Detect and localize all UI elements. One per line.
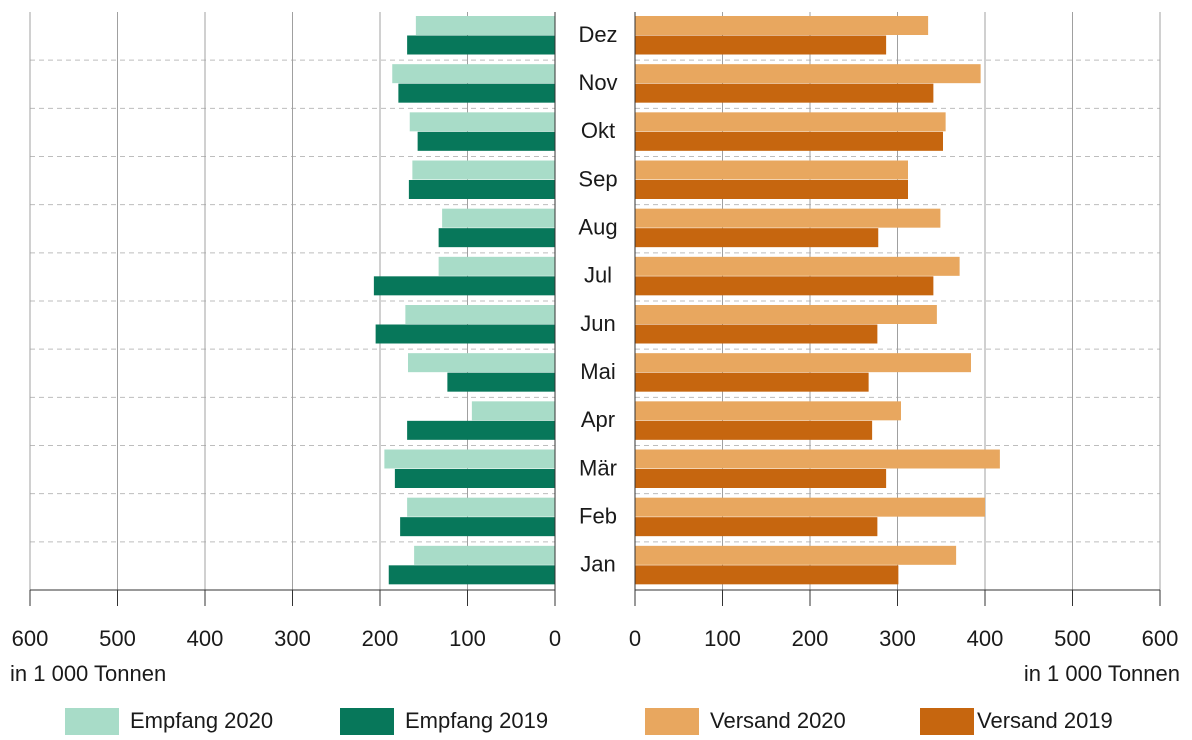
x-tick-label: 100: [704, 626, 741, 651]
bar: [414, 545, 555, 565]
bar: [407, 35, 555, 55]
bar: [635, 160, 908, 180]
bar: [635, 228, 879, 248]
bar: [635, 565, 899, 585]
bar: [635, 449, 1000, 469]
bar: [635, 469, 887, 488]
category-label: Jan: [580, 552, 615, 577]
bar: [635, 497, 985, 517]
x-tick-label: 500: [99, 626, 136, 651]
bar: [398, 83, 555, 103]
bar: [635, 545, 957, 565]
legend-swatch: [65, 708, 119, 735]
legend-label: Versand 2019: [977, 708, 1113, 733]
legend-label: Empfang 2020: [130, 708, 273, 733]
category-label: Mai: [580, 359, 615, 384]
bar: [407, 420, 555, 440]
legend-swatch: [340, 708, 394, 735]
bar: [635, 208, 941, 228]
bar: [635, 324, 878, 344]
bar: [447, 372, 555, 392]
bar: [394, 469, 555, 488]
x-tick-label: 300: [879, 626, 916, 651]
category-label: Nov: [578, 70, 617, 95]
bar: [635, 372, 869, 392]
bar: [635, 180, 908, 199]
bar: [635, 112, 946, 132]
category-label: Okt: [581, 118, 615, 143]
category-label: Jun: [580, 311, 615, 336]
category-label: Jul: [584, 263, 612, 288]
bar: [635, 64, 981, 84]
bar: [373, 276, 555, 296]
bar: [635, 131, 943, 151]
legend-swatch: [645, 708, 699, 735]
bar: [438, 228, 555, 248]
bar: [412, 160, 555, 180]
bar: [417, 131, 555, 151]
legend-label: Versand 2020: [710, 708, 846, 733]
x-tick-label: 200: [362, 626, 399, 651]
bar: [635, 517, 878, 537]
legend-label: Empfang 2019: [405, 708, 548, 733]
bar: [384, 449, 555, 469]
bar: [635, 420, 873, 440]
bar: [409, 112, 555, 132]
bar: [471, 401, 555, 421]
bar: [415, 16, 555, 35]
legend-swatch: [920, 708, 974, 735]
bar: [375, 324, 555, 344]
bar: [635, 83, 934, 103]
x-tick-label: 600: [1142, 626, 1179, 651]
x-tick-label: 100: [449, 626, 486, 651]
bar: [405, 305, 555, 324]
x-tick-label: 0: [549, 626, 561, 651]
bar: [392, 64, 555, 84]
bar: [438, 256, 555, 276]
x-tick-label: 300: [274, 626, 311, 651]
category-label: Aug: [578, 215, 617, 240]
bar: [635, 305, 937, 324]
category-label: Mär: [579, 455, 617, 480]
bar: [635, 353, 971, 373]
bar: [635, 35, 887, 55]
x-axis-label: in 1 000 Tonnen: [10, 661, 166, 686]
x-tick-label: 600: [12, 626, 49, 651]
category-label: Dez: [578, 22, 617, 47]
x-tick-label: 400: [967, 626, 1004, 651]
x-tick-label: 200: [792, 626, 829, 651]
x-tick-label: 400: [187, 626, 224, 651]
bar: [635, 16, 929, 35]
x-axis-label: in 1 000 Tonnen: [1024, 661, 1180, 686]
bar: [635, 401, 901, 421]
category-label: Apr: [581, 407, 615, 432]
category-label: Sep: [578, 166, 617, 191]
bar: [388, 565, 555, 585]
bar: [442, 208, 555, 228]
x-tick-label: 500: [1054, 626, 1091, 651]
bar: [635, 276, 934, 296]
category-label: Feb: [579, 504, 617, 529]
bar: [400, 517, 555, 537]
x-tick-label: 0: [629, 626, 641, 651]
bar: [407, 497, 555, 517]
bar: [635, 256, 960, 276]
bar: [408, 353, 555, 373]
bar: [408, 180, 555, 199]
